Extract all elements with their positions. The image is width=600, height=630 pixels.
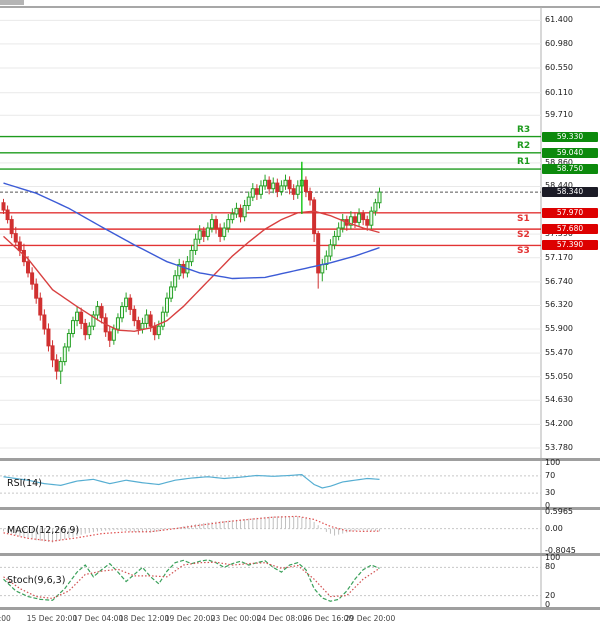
- stoch-panel[interactable]: [0, 556, 541, 607]
- main-chart-plot[interactable]: [0, 0, 541, 450]
- rsi-panel[interactable]: [0, 461, 541, 507]
- macd-panel[interactable]: [0, 510, 541, 553]
- time-axis[interactable]: [0, 610, 600, 630]
- price-axis[interactable]: [541, 0, 600, 450]
